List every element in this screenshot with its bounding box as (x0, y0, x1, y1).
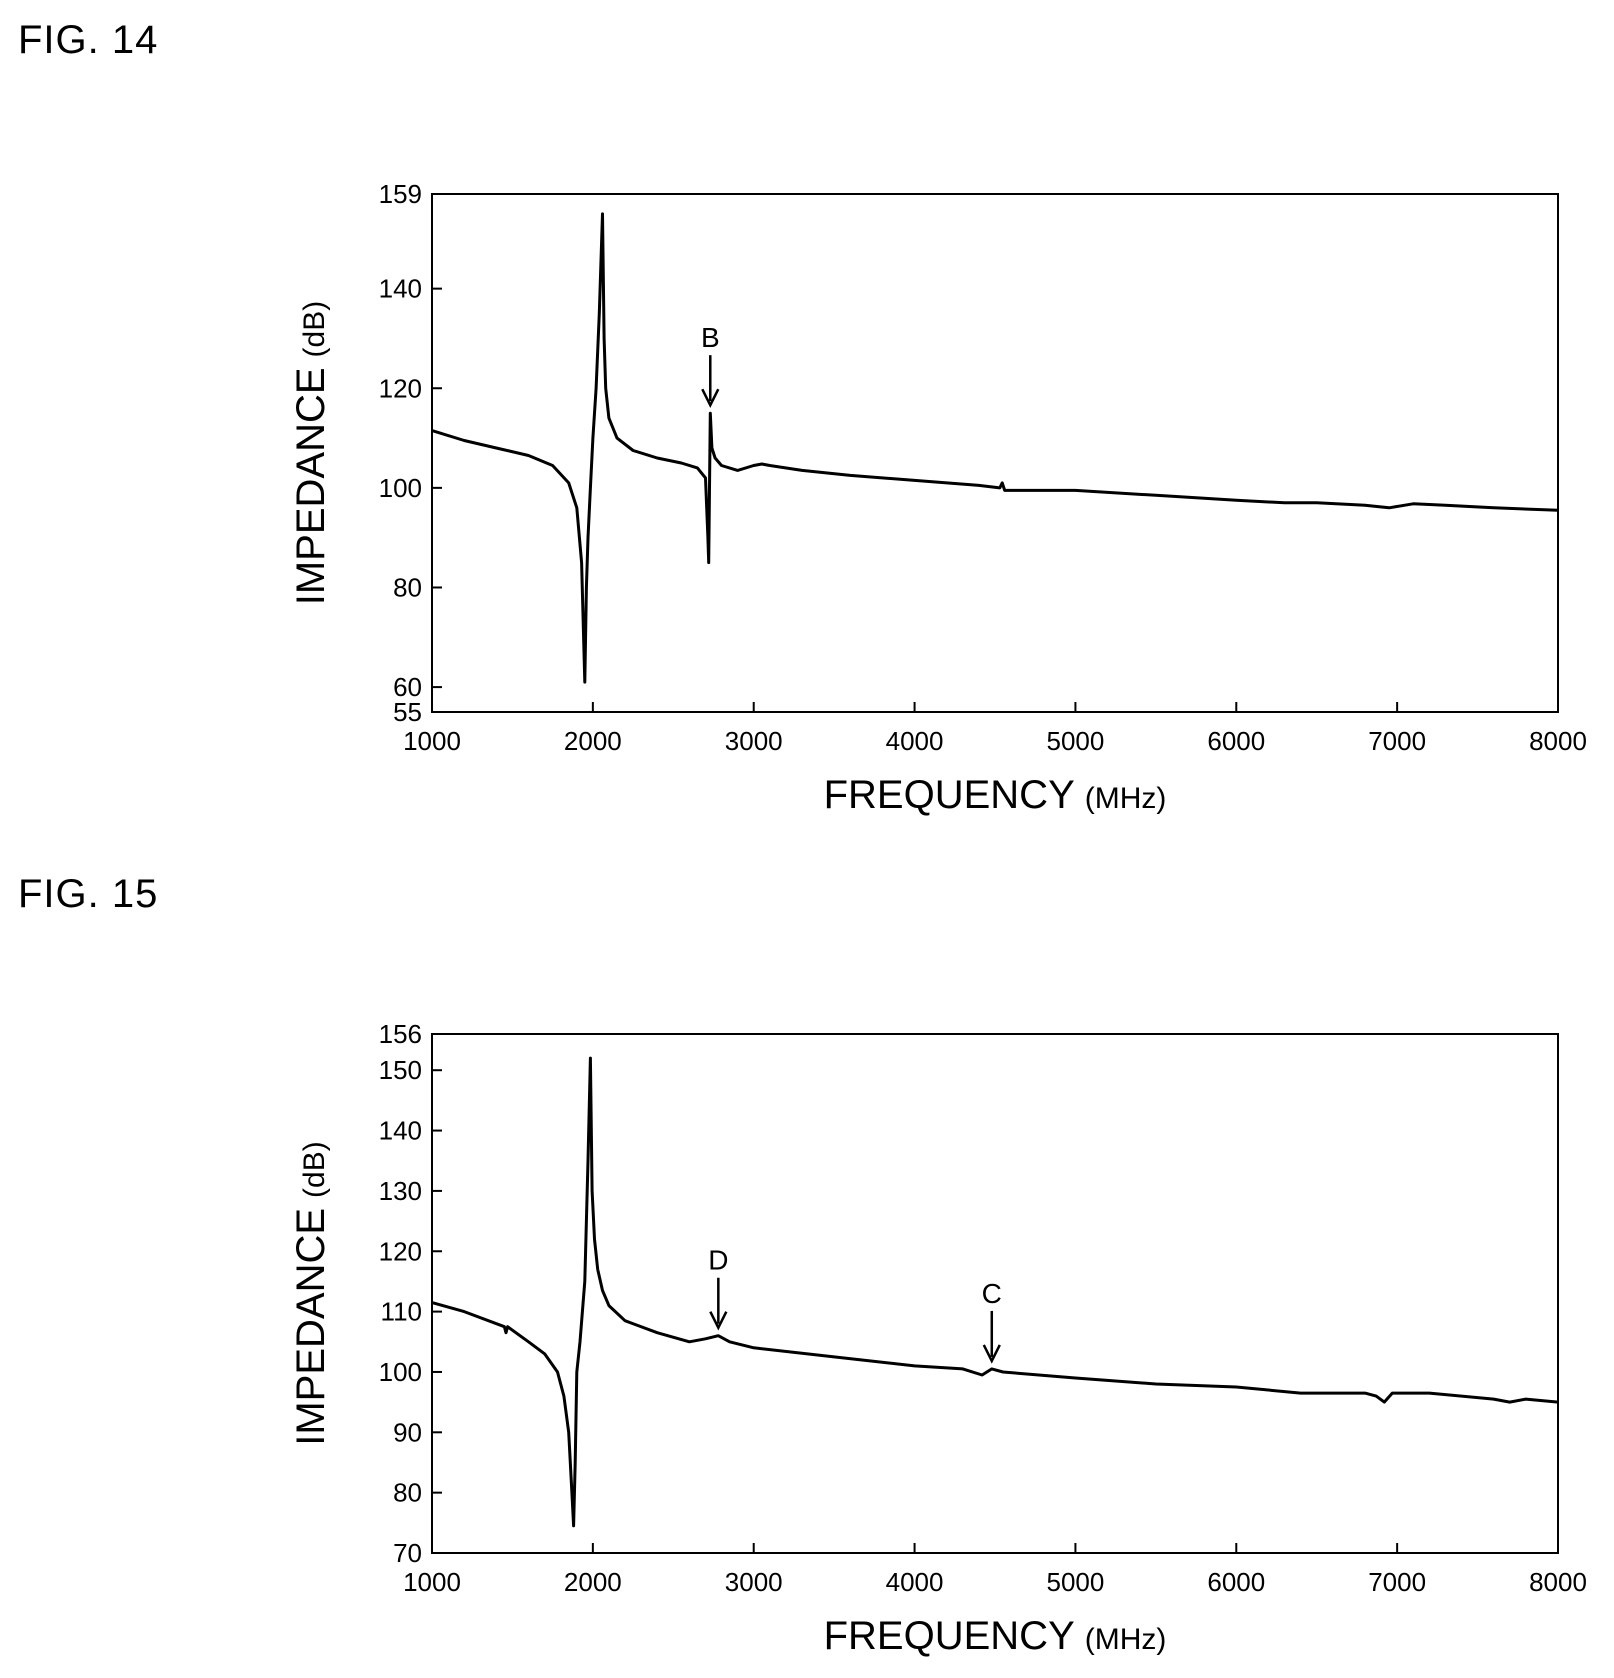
figure-15-chart: 1000 2000 3000 4000 5000 6000 7000 8000 70 80 90 10… (289, 1019, 1587, 1658)
annotation-arrow-head (982, 1344, 1001, 1364)
y-tick-label: 90 (393, 1417, 422, 1447)
y-tick-label: 80 (393, 572, 422, 602)
y-tick-label: 120 (379, 373, 422, 403)
x-tick-label: 6000 (1207, 1567, 1265, 1597)
x-axis-unit: (MHz) (1085, 1623, 1167, 1656)
y-tick-label: 150 (379, 1055, 422, 1085)
x-axis-title: FREQUENCY (MHz) (824, 1614, 1167, 1658)
y-tick-label: 130 (379, 1176, 422, 1206)
annotation-arrow-head (701, 388, 720, 408)
y-tick-label: 140 (379, 1116, 422, 1146)
annotation-arrow-head (709, 1311, 728, 1331)
y-axis-unit: (dB) (298, 1141, 331, 1198)
y-axis-unit: (dB) (298, 301, 331, 358)
y-axis-title: IMPEDANCE (dB) (289, 301, 333, 606)
x-axis-title: FREQUENCY (MHz) (824, 773, 1167, 817)
y-tick-label: 100 (379, 473, 422, 503)
x-tick-label: 5000 (1047, 1567, 1105, 1597)
y-tick-label: 159 (379, 179, 422, 209)
y-tick-label: 55 (393, 697, 422, 727)
x-tick-label: 1000 (403, 726, 461, 756)
plot-frame (431, 193, 1559, 713)
figure-14-label: FIG. 14 (18, 18, 159, 62)
y-tick-label: 110 (381, 1297, 422, 1327)
x-tick-label: 7000 (1368, 1567, 1426, 1597)
y-tick-label: 156 (379, 1019, 422, 1049)
x-tick-label: 3000 (725, 726, 783, 756)
annotation-label: B (701, 322, 720, 353)
x-tick-label: 3000 (725, 1567, 783, 1597)
x-tick-label: 7000 (1368, 726, 1426, 756)
x-tick-label: 2000 (564, 1567, 622, 1597)
y-tick-label: 80 (393, 1478, 422, 1508)
y-tick-label: 70 (393, 1538, 422, 1568)
y-tick-label: 120 (379, 1236, 422, 1266)
figure-15-label: FIG. 15 (18, 872, 159, 916)
y-tick-label: 100 (379, 1357, 422, 1387)
x-tick-label: 1000 (403, 1567, 461, 1597)
y-axis-label: IMPEDANCE (289, 1208, 333, 1446)
x-tick-label: 6000 (1207, 726, 1265, 756)
x-tick-label: 2000 (564, 726, 622, 756)
y-axis-title: IMPEDANCE (dB) (289, 1141, 333, 1446)
x-tick-label: 8000 (1529, 1567, 1587, 1597)
x-tick-label: 4000 (886, 1567, 944, 1597)
y-axis-label: IMPEDANCE (289, 367, 333, 605)
x-tick-label: 8000 (1529, 726, 1587, 756)
annotation-label: C (982, 1278, 1002, 1309)
x-axis-label: FREQUENCY (824, 773, 1075, 817)
x-tick-label: 4000 (886, 726, 944, 756)
series-line (431, 1056, 1559, 1528)
x-axis-label: FREQUENCY (824, 1614, 1075, 1658)
x-axis-unit: (MHz) (1085, 782, 1167, 815)
y-tick-label: 140 (379, 274, 422, 304)
x-tick-label: 5000 (1047, 726, 1105, 756)
y-tick-label: 60 (393, 672, 422, 702)
series-line (431, 212, 1559, 684)
plot-frame (431, 1033, 1559, 1554)
annotation-label: D (708, 1245, 728, 1276)
